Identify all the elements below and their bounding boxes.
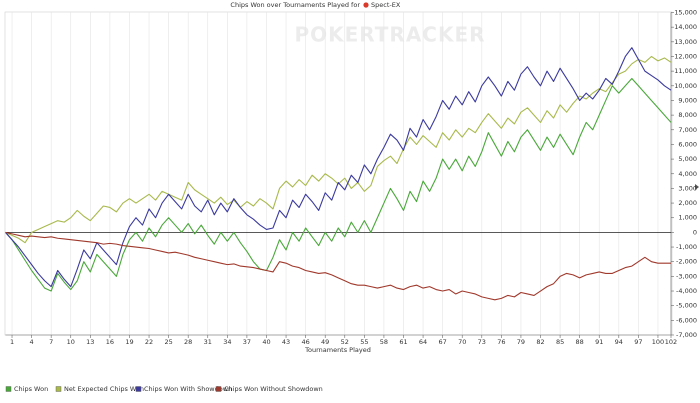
y-tick-label: 15,000 <box>674 9 697 17</box>
y-tick-label: -4,000 <box>676 287 697 295</box>
x-tick-label: 73 <box>478 338 486 346</box>
x-tick-label: 22 <box>145 338 153 346</box>
watermark: POKERTRACKER <box>294 23 485 47</box>
y-tick-label: 13,000 <box>674 38 697 46</box>
x-tick-label: 76 <box>497 338 505 346</box>
y-tick-label: 8,000 <box>678 111 697 119</box>
x-tick-label: 4 <box>30 338 34 346</box>
legend-swatch <box>55 386 62 392</box>
y-tick-label: -1,000 <box>676 243 697 251</box>
panel-arrow <box>695 184 699 190</box>
legend-label: Net Expected Chips Won <box>64 385 144 393</box>
x-axis-label: Tournaments Played <box>304 346 371 354</box>
y-tick-label: 2,000 <box>678 199 697 207</box>
series-line <box>5 231 671 301</box>
x-tick-label: 34 <box>223 338 231 346</box>
y-tick-label: 14,000 <box>674 23 697 31</box>
player-icon <box>363 2 369 8</box>
x-tick-label: 10 <box>67 338 75 346</box>
x-tick-label: 94 <box>615 338 623 346</box>
x-tick-label: 85 <box>556 338 564 346</box>
x-tick-label: 88 <box>576 338 584 346</box>
legend-swatch <box>215 386 222 392</box>
y-tick-label: -6,000 <box>676 316 697 324</box>
chart-title: Chips Won over Tournaments Played for <box>230 1 360 9</box>
x-tick-label: 16 <box>106 338 114 346</box>
x-tick-label: 31 <box>204 338 212 346</box>
x-tick-label: 82 <box>536 338 544 346</box>
x-tick-label: 91 <box>595 338 603 346</box>
x-tick-label: 28 <box>184 338 192 346</box>
legend-label: Chips Won <box>14 385 48 393</box>
x-tick-label: 64 <box>419 338 427 346</box>
x-tick-label: 25 <box>164 338 172 346</box>
x-tick-label: 97 <box>634 338 642 346</box>
y-tick-label: 7,000 <box>678 126 697 134</box>
legend-swatch <box>135 386 142 392</box>
x-tick-label: 52 <box>341 338 349 346</box>
y-tick-label: 4,000 <box>678 170 697 178</box>
x-tick-label: 19 <box>125 338 133 346</box>
x-tick-label: 79 <box>517 338 525 346</box>
y-tick-label: 12,000 <box>674 52 697 60</box>
y-tick-label: -7,000 <box>676 331 697 339</box>
y-tick-label: 3,000 <box>678 184 697 192</box>
y-tick-label: 10,000 <box>674 82 697 90</box>
legend-label: Chips Won Without Showdown <box>224 385 323 393</box>
y-tick-label: 5,000 <box>678 155 697 163</box>
x-tick-label: 100 <box>652 338 664 346</box>
y-tick-label: 6,000 <box>678 140 697 148</box>
x-tick-label: 61 <box>399 338 407 346</box>
legend-label: Chips Won With Showdown <box>144 385 232 393</box>
x-tick-label: 58 <box>380 338 388 346</box>
y-tick-label: 0 <box>693 228 697 236</box>
x-tick-label: 40 <box>262 338 270 346</box>
x-tick-label: 37 <box>243 338 251 346</box>
x-tick-label: 55 <box>360 338 368 346</box>
x-tick-label: 1 <box>10 338 14 346</box>
x-tick-label: 67 <box>439 338 447 346</box>
y-tick-label: -5,000 <box>676 302 697 310</box>
series-line <box>5 47 672 288</box>
y-tick-label: 11,000 <box>674 67 697 75</box>
y-tick-label: -2,000 <box>676 258 697 266</box>
player-name: Spect-EX <box>371 1 401 9</box>
x-tick-label: 7 <box>49 338 53 346</box>
series-line <box>5 77 672 292</box>
x-tick-label: 43 <box>282 338 290 346</box>
x-tick-label: 102 <box>665 338 677 346</box>
y-tick-label: 1,000 <box>678 214 697 222</box>
x-tick-label: 46 <box>301 338 309 346</box>
x-tick-label: 49 <box>321 338 329 346</box>
x-tick-label: 13 <box>86 338 94 346</box>
y-tick-label: -3,000 <box>676 272 697 280</box>
y-tick-label: 9,000 <box>678 96 697 104</box>
legend-swatch <box>5 386 12 392</box>
x-tick-label: 70 <box>458 338 466 346</box>
